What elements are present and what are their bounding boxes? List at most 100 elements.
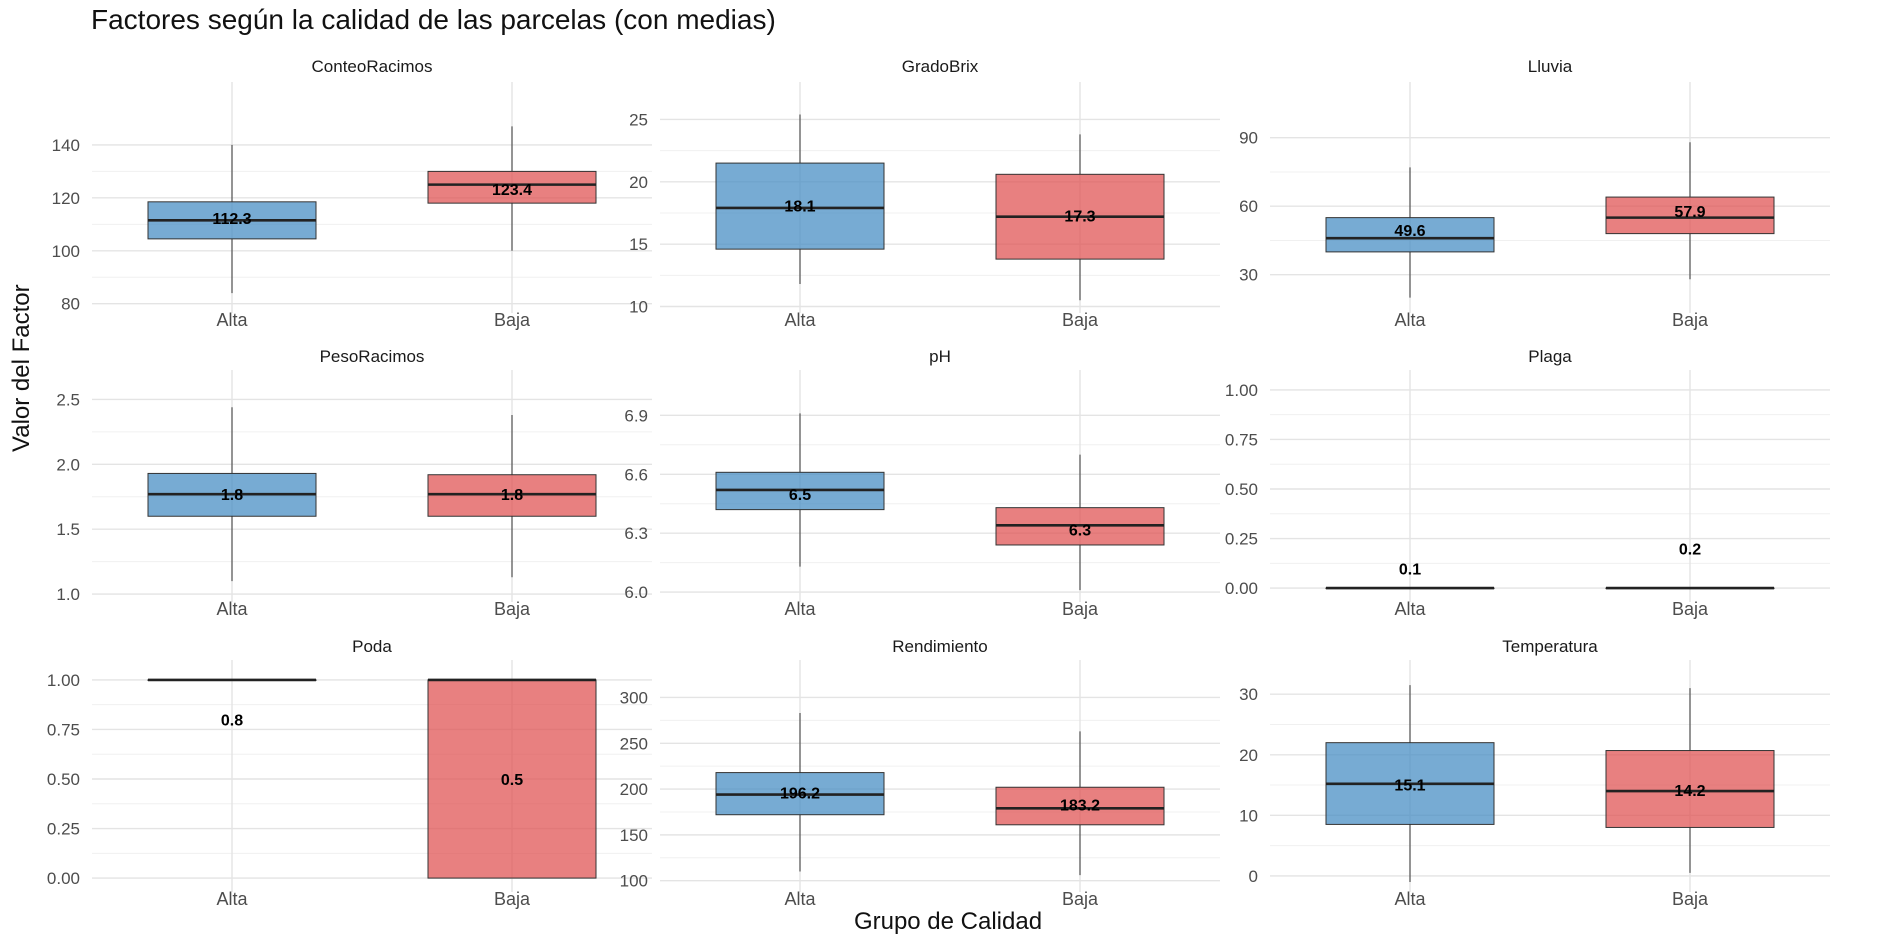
panel-poda: Poda 0.00 0.25 0.50 0.75 1.00 Alta Baja 0.8 0.5 (47, 637, 652, 909)
panel-ph-box-baja-mean-label: 6.3 (1069, 522, 1091, 539)
panel-rendimiento-strip-title: Rendimiento (892, 637, 987, 656)
panel-conteoracimos-x-tick-label: Alta (216, 310, 248, 330)
panel-rendimiento-y-tick-label: 200 (620, 780, 648, 799)
panel-plaga-y-tick-label: 0.25 (1225, 530, 1258, 549)
panel-conteoracimos-y-tick-label: 140 (52, 136, 80, 155)
panel-plaga-x-tick-label: Alta (1394, 599, 1426, 619)
panel-rendimiento-box-baja-mean-label: 183.2 (1060, 797, 1100, 814)
chart-title: Factores según la calidad de las parcela… (91, 4, 776, 35)
panel-plaga: Plaga 0.00 0.25 0.50 0.75 1.00 Alta Baja 0.1 0.2 (1225, 347, 1830, 619)
panel-pesoracimos-y-tick-label: 2.0 (56, 455, 80, 474)
panel-lluvia-y-tick-label: 90 (1239, 129, 1258, 148)
panel-gradobrix-y-tick-label: 10 (629, 298, 648, 317)
panel-ph-y-tick-label: 6.0 (624, 583, 648, 602)
panel-pesoracimos-strip-title: PesoRacimos (320, 347, 425, 366)
panel-plaga-y-tick-label: 0.50 (1225, 480, 1258, 499)
panel-pesoracimos: PesoRacimos 1.0 1.5 2.0 2.5 Alta Baja 1.8 1.8 (56, 347, 652, 619)
panel-plaga-y-tick-label: 0.75 (1225, 430, 1258, 449)
panel-rendimiento-x-tick-label: Baja (1062, 889, 1099, 909)
panel-pesoracimos-box-alta-mean-label: 1.8 (221, 487, 243, 504)
panel-plaga-x-tick-label: Baja (1672, 599, 1709, 619)
panel-lluvia: Lluvia 30 60 90 Alta Baja 49.6 57.9 (1239, 57, 1830, 330)
panel-rendimiento-box-alta-mean-label: 196.2 (780, 786, 820, 803)
panel-poda-x-tick-label: Baja (494, 889, 531, 909)
panel-conteoracimos-box-baja-mean-label: 123.4 (492, 182, 532, 199)
panel-temperatura: Temperatura 0 10 20 30 Alta Baja 15.1 14.2 (1239, 637, 1830, 909)
panel-poda-y-tick-label: 0.50 (47, 770, 80, 789)
panel-pesoracimos-x-tick-label: Alta (216, 599, 248, 619)
panel-gradobrix-strip-title: GradoBrix (902, 57, 979, 76)
panel-gradobrix-y-tick-label: 15 (629, 235, 648, 254)
panel-rendimiento-y-tick-label: 250 (620, 734, 648, 753)
panel-pesoracimos-y-tick-label: 1.5 (56, 520, 80, 539)
panel-pesoracimos-y-tick-label: 1.0 (56, 585, 80, 604)
panel-ph-x-tick-label: Baja (1062, 599, 1099, 619)
panel-lluvia-x-tick-label: Alta (1394, 310, 1426, 330)
panel-poda-y-tick-label: 0.25 (47, 820, 80, 839)
panel-temperatura-y-tick-label: 30 (1239, 685, 1258, 704)
panel-pesoracimos-box-baja-mean-label: 1.8 (501, 487, 523, 504)
panel-gradobrix-x-tick-label: Alta (784, 310, 816, 330)
panel-temperatura-box-baja-iqr-rect (1605, 750, 1775, 828)
panel-poda-y-tick-label: 0.75 (47, 720, 80, 739)
panel-gradobrix-box-alta-mean-label: 18.1 (784, 198, 815, 215)
panel-gradobrix-y-tick-label: 25 (629, 110, 648, 129)
panel-temperatura-y-tick-label: 10 (1239, 806, 1258, 825)
panel-gradobrix-box-baja-mean-label: 17.3 (1064, 208, 1095, 225)
panel-poda-y-tick-label: 0.00 (47, 869, 80, 888)
panel-ph-strip-title: pH (929, 347, 951, 366)
panel-lluvia-box-alta-mean-label: 49.6 (1394, 223, 1425, 240)
panel-gradobrix-y-tick-label: 20 (629, 173, 648, 192)
panel-temperatura-box-alta-mean-label: 15.1 (1394, 777, 1425, 794)
panel-poda-box-alta-mean-label: 0.8 (221, 713, 243, 730)
panel-lluvia-y-tick-label: 60 (1239, 197, 1258, 216)
panel-lluvia-box-alta-iqr-rect (1325, 217, 1495, 253)
panel-poda-box-baja-mean-label: 0.5 (501, 772, 523, 789)
panel-temperatura-y-tick-label: 20 (1239, 746, 1258, 765)
panel-lluvia-strip-title: Lluvia (1528, 57, 1573, 76)
panel-lluvia-box-baja-mean-label: 57.9 (1674, 204, 1705, 221)
panel-poda-strip-title: Poda (352, 637, 392, 656)
panel-conteoracimos-box-alta-mean-label: 112.3 (212, 211, 251, 228)
panel-rendimiento-y-tick-label: 100 (620, 872, 648, 891)
panel-plaga-box-alta-mean-label: 0.1 (1399, 561, 1421, 578)
panel-ph-y-tick-label: 6.6 (624, 465, 648, 484)
panel-conteoracimos: ConteoRacimos 80 100 120 140 Alta Baja 112.3 123… (52, 57, 652, 330)
panel-temperatura-strip-title: Temperatura (1502, 637, 1598, 656)
panel-gradobrix: GradoBrix 10 15 20 25 Alta Baja 18.1 17.3 (629, 57, 1220, 330)
panel-rendimiento-x-tick-label: Alta (784, 889, 816, 909)
panel-temperatura-x-tick-label: Baja (1672, 889, 1709, 909)
panel-plaga-y-tick-label: 1.00 (1225, 381, 1258, 400)
panel-temperatura-box-baja-mean-label: 14.2 (1674, 783, 1705, 800)
panel-temperatura-x-tick-label: Alta (1394, 889, 1426, 909)
panel-conteoracimos-y-tick-label: 120 (52, 189, 80, 208)
panel-conteoracimos-y-tick-label: 100 (52, 242, 80, 261)
panel-conteoracimos-strip-title: ConteoRacimos (312, 57, 433, 76)
panel-pesoracimos-x-tick-label: Baja (494, 599, 531, 619)
panel-rendimiento: Rendimiento 100 150 200 250 300 Alta Baja 196.2 1… (620, 637, 1220, 909)
panel-ph: pH 6.0 6.3 6.6 6.9 Alta Baja 6.5 6.3 (624, 347, 1220, 619)
panel-lluvia-x-tick-label: Baja (1672, 310, 1709, 330)
panel-ph-box-alta-mean-label: 6.5 (789, 487, 811, 504)
panel-rendimiento-y-tick-label: 150 (620, 826, 648, 845)
panel-gradobrix-x-tick-label: Baja (1062, 310, 1099, 330)
panel-conteoracimos-x-tick-label: Baja (494, 310, 531, 330)
panel-rendimiento-box-baja-iqr-rect (995, 786, 1165, 826)
panel-gradobrix-box-alta-iqr-rect (715, 162, 885, 250)
panel-lluvia-y-tick-label: 30 (1239, 266, 1258, 285)
panel-poda-x-tick-label: Alta (216, 889, 248, 909)
x-axis-label: Grupo de Calidad (853, 908, 1043, 935)
panel-conteoracimos-box-baja-iqr-rect (427, 170, 597, 204)
panel-conteoracimos-y-tick-label: 80 (61, 295, 80, 314)
panel-ph-y-tick-label: 6.9 (624, 406, 648, 425)
panel-plaga-box-baja-mean-label: 0.2 (1679, 541, 1701, 558)
panel-plaga-strip-title: Plaga (1528, 347, 1572, 366)
panel-ph-y-tick-label: 6.3 (624, 524, 648, 543)
panel-plaga-y-tick-label: 0.00 (1225, 579, 1258, 598)
panel-poda-y-tick-label: 1.00 (47, 671, 80, 690)
panel-temperatura-y-tick-label: 0 (1249, 867, 1258, 886)
panel-lluvia-box-baja-iqr-rect (1605, 196, 1775, 235)
panel-poda-box-baja-iqr-rect (427, 679, 597, 879)
panel-rendimiento-y-tick-label: 300 (620, 688, 648, 707)
